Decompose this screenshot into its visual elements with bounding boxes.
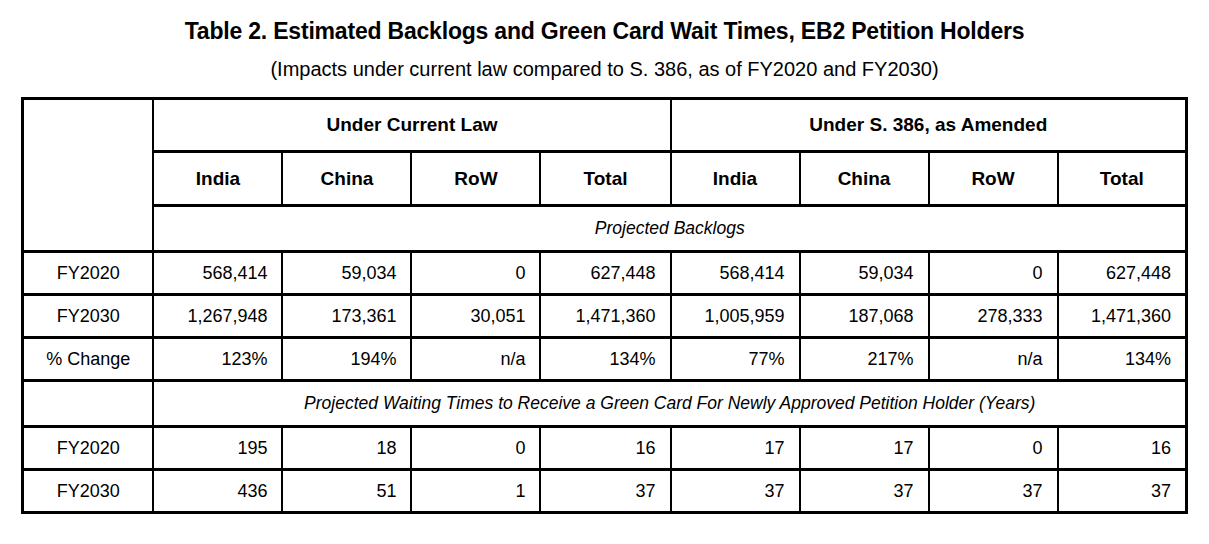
value-cell: 59,034 — [282, 252, 411, 295]
value-cell: 436 — [153, 470, 282, 513]
row-label: FY2020 — [22, 427, 153, 470]
data-row: % Change123%194%n/a134%77%217%n/a134% — [22, 338, 1186, 381]
value-cell: 194% — [282, 338, 411, 381]
eb2-backlog-wait-times-table: Under Current LawUnder S. 386, as Amende… — [21, 97, 1188, 514]
value-cell: 627,448 — [1058, 252, 1187, 295]
value-cell: 16 — [1058, 427, 1187, 470]
row-label: FY2030 — [22, 295, 153, 338]
value-cell: 77% — [671, 338, 800, 381]
column-header-china-1: China — [282, 152, 411, 206]
value-cell: 59,034 — [800, 252, 929, 295]
value-cell: 16 — [540, 427, 670, 470]
value-cell: 18 — [282, 427, 411, 470]
value-cell: 0 — [411, 427, 540, 470]
value-cell: 1 — [411, 470, 540, 513]
data-row: FY20304365113737373737 — [22, 470, 1186, 513]
column-header-india-4: India — [671, 152, 800, 206]
group-header-row: Under Current LawUnder S. 386, as Amende… — [22, 99, 1186, 152]
column-header-row: IndiaChinaRoWTotalIndiaChinaRoWTotal — [22, 152, 1186, 206]
value-cell: 568,414 — [153, 252, 282, 295]
empty-row-label-cell — [22, 381, 153, 427]
value-cell: 173,361 — [282, 295, 411, 338]
row-label: % Change — [22, 338, 153, 381]
section-label-row: Projected Waiting Times to Receive a Gre… — [22, 381, 1186, 427]
value-cell: 0 — [929, 427, 1058, 470]
corner-cell — [22, 99, 153, 252]
value-cell: 30,051 — [411, 295, 540, 338]
table-body: Under Current LawUnder S. 386, as Amende… — [22, 99, 1186, 513]
row-label: FY2020 — [22, 252, 153, 295]
column-header-total-7: Total — [1058, 152, 1187, 206]
value-cell: 37 — [540, 470, 670, 513]
value-cell: 1,471,360 — [540, 295, 670, 338]
column-header-total-3: Total — [540, 152, 670, 206]
group-header-1: Under S. 386, as Amended — [671, 99, 1187, 152]
data-row: FY20301,267,948173,36130,0511,471,3601,0… — [22, 295, 1186, 338]
value-cell: 195 — [153, 427, 282, 470]
value-cell: 51 — [282, 470, 411, 513]
data-row: FY2020568,41459,0340627,448568,41459,034… — [22, 252, 1186, 295]
page: Table 2. Estimated Backlogs and Green Ca… — [0, 0, 1209, 544]
section-label-row: Projected Backlogs — [22, 206, 1186, 252]
data-row: FY2020195180161717016 — [22, 427, 1186, 470]
value-cell: 134% — [540, 338, 670, 381]
table-subtitle: (Impacts under current law compared to S… — [0, 58, 1209, 81]
value-cell: 0 — [411, 252, 540, 295]
column-header-china-5: China — [800, 152, 929, 206]
value-cell: n/a — [411, 338, 540, 381]
value-cell: 37 — [800, 470, 929, 513]
value-cell: 17 — [671, 427, 800, 470]
value-cell: 1,471,360 — [1058, 295, 1187, 338]
section-label: Projected Backlogs — [153, 206, 1186, 252]
group-header-0: Under Current Law — [153, 99, 670, 152]
value-cell: n/a — [929, 338, 1058, 381]
value-cell: 1,005,959 — [671, 295, 800, 338]
value-cell: 123% — [153, 338, 282, 381]
value-cell: 37 — [671, 470, 800, 513]
value-cell: 0 — [929, 252, 1058, 295]
value-cell: 1,267,948 — [153, 295, 282, 338]
column-header-row-2: RoW — [411, 152, 540, 206]
value-cell: 17 — [800, 427, 929, 470]
row-label: FY2030 — [22, 470, 153, 513]
value-cell: 37 — [1058, 470, 1187, 513]
value-cell: 134% — [1058, 338, 1187, 381]
value-cell: 627,448 — [540, 252, 670, 295]
table-title: Table 2. Estimated Backlogs and Green Ca… — [0, 18, 1209, 45]
value-cell: 217% — [800, 338, 929, 381]
value-cell: 187,068 — [800, 295, 929, 338]
value-cell: 37 — [929, 470, 1058, 513]
column-header-row-6: RoW — [929, 152, 1058, 206]
column-header-india-0: India — [153, 152, 282, 206]
value-cell: 278,333 — [929, 295, 1058, 338]
value-cell: 568,414 — [671, 252, 800, 295]
section-label: Projected Waiting Times to Receive a Gre… — [153, 381, 1186, 427]
